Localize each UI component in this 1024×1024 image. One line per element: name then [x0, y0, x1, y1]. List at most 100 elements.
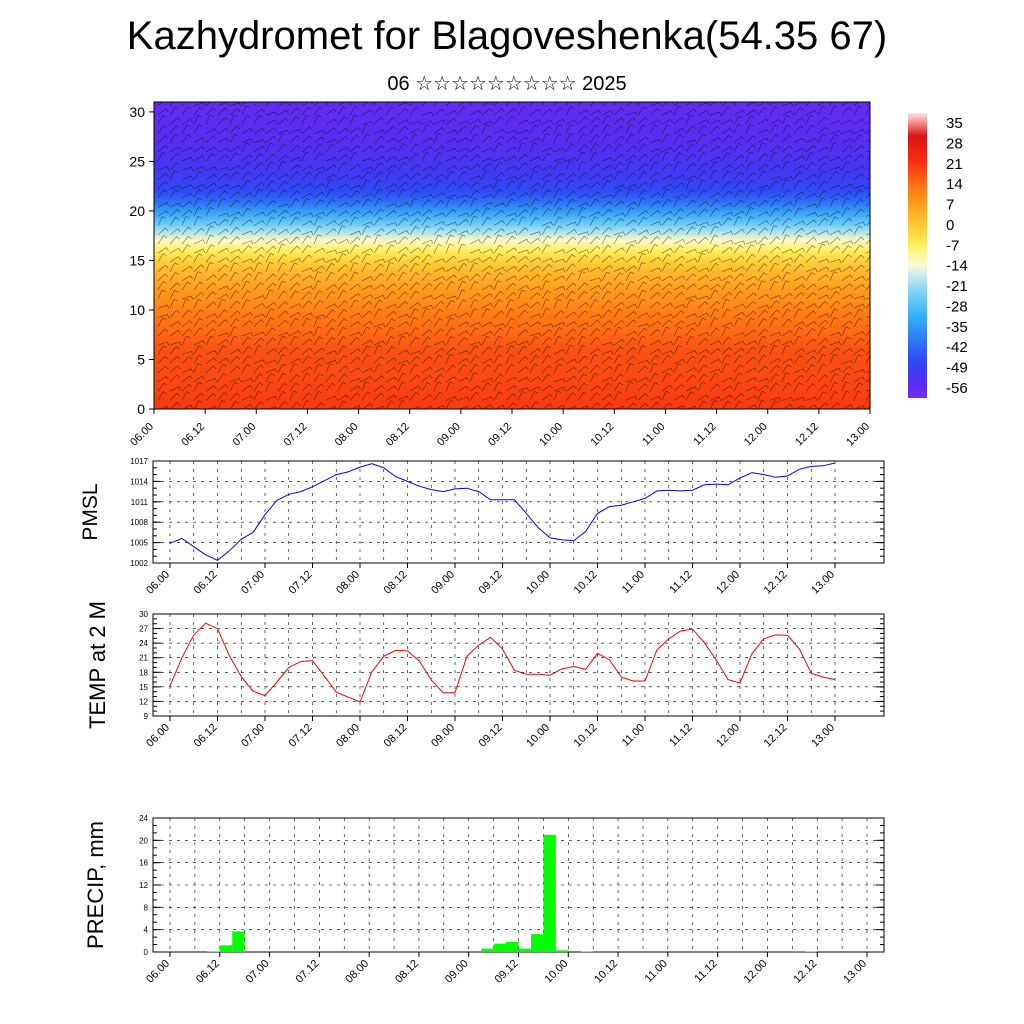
precip-x-tick-label: 07.12 [294, 958, 322, 986]
heatmap-x-tick-label: 11.00 [640, 421, 667, 448]
heatmap-x-tick-label: 06.00 [128, 421, 156, 449]
heatmap-y-tick-label: 20 [129, 203, 145, 219]
colorbar-label: -56 [946, 380, 968, 397]
temp-x-tick-label: 09.00 [429, 722, 457, 750]
temp-x-tick-label: 12.12 [762, 722, 790, 750]
pmsl-x-tick-label: 11.12 [667, 569, 694, 596]
pmsl-x-tick-label: 07.12 [287, 569, 315, 597]
pmsl-y-tick-label: 1008 [130, 518, 148, 527]
temp-x-tick-label: 09.12 [477, 722, 505, 750]
colorbar-label: 21 [946, 156, 963, 173]
temp-x-tick-label: 07.12 [287, 722, 315, 750]
precip-bar [580, 951, 594, 952]
temp-y-tick-label: 9 [144, 712, 149, 721]
pmsl-x-tick-label: 10.00 [524, 569, 552, 597]
colorbar-label: -49 [946, 360, 968, 377]
temp-y-tick-label: 15 [139, 683, 148, 692]
pmsl-y-tick-label: 1017 [130, 457, 148, 466]
heatmap-x-tick-label: 10.00 [537, 421, 565, 449]
temp-chart: 9 12 15 18 21 24 27 30 06.00 06.12 07.00 07.12 08.00… [85, 601, 885, 750]
pmsl-x-tick-label: 08.12 [382, 569, 410, 597]
heatmap-y-tick-label: 15 [129, 252, 145, 268]
heatmap-x-tick-label: 07.12 [282, 421, 310, 449]
heatmap-x-tick-label: 11.12 [691, 421, 718, 448]
colorbar-label: 28 [946, 135, 963, 152]
precip-x-tick-label: 11.00 [643, 958, 670, 985]
precip-bar [481, 948, 494, 952]
precip-y-tick-label: 16 [139, 859, 148, 868]
pmsl-x-tick-label: 10.12 [572, 569, 600, 597]
pmsl-x-tick-label: 12.12 [762, 569, 790, 597]
temp-x-tick-label: 11.12 [667, 722, 694, 749]
cross-section-heatmap: 0 5 10 15 20 25 30 06.00 06.12 07.00 07.12 08.00 08.… [128, 101, 872, 449]
temp-x-tick-label: 10.00 [524, 722, 552, 750]
heatmap-x-tick-label: 08.00 [333, 421, 361, 449]
temp-y-tick-label: 30 [139, 610, 148, 619]
pmsl-x-tick-label: 11.00 [620, 569, 647, 596]
temp-x-tick-label: 06.00 [144, 722, 172, 750]
precip-y-tick-label: 8 [144, 903, 149, 912]
precip-y-axis-label: PRECIP, mm [83, 821, 108, 949]
precip-bar [207, 951, 220, 952]
precip-bar [493, 943, 507, 952]
pmsl-x-tick-label: 09.12 [477, 569, 505, 597]
temp-x-tick-label: 10.12 [572, 722, 600, 750]
pmsl-x-tick-label: 06.12 [192, 569, 220, 597]
precip-bar [506, 941, 519, 952]
wind-barbs [157, 102, 870, 409]
heatmap-x-tick-label: 12.00 [742, 421, 770, 449]
precip-y-tick-label: 0 [144, 948, 149, 957]
temp-y-tick-label: 12 [139, 697, 148, 706]
temp-x-tick-label: 06.12 [192, 722, 220, 750]
precip-x-tick-label: 08.00 [343, 958, 371, 986]
pmsl-y-tick-label: 1002 [130, 559, 148, 568]
pmsl-x-tick-label: 08.00 [334, 569, 362, 597]
precip-bar [555, 950, 569, 952]
precip-x-tick-label: 06.00 [144, 958, 172, 986]
colorbar-label: -21 [946, 278, 968, 295]
temp-y-tick-label: 27 [139, 625, 148, 634]
temp-x-tick-label: 12.00 [714, 722, 742, 750]
pmsl-x-tick-label: 07.00 [239, 569, 267, 597]
temp-x-tick-label: 08.00 [334, 722, 362, 750]
colorbar-fill [908, 113, 927, 398]
precip-x-tick-label: 08.12 [393, 958, 421, 986]
precip-x-tick-label: 09.12 [493, 958, 521, 986]
heatmap-x-tick-label: 08.12 [384, 421, 412, 449]
precip-bar [792, 950, 805, 952]
colorbar-label: -35 [946, 319, 968, 336]
precip-x-tick-label: 07.00 [244, 958, 272, 986]
pmsl-x-tick-label: 06.00 [144, 569, 172, 597]
pmsl-y-axis-label: PMSL [79, 483, 102, 540]
heatmap-y-tick-label: 0 [137, 401, 145, 417]
temp-series-line [169, 622, 836, 703]
precip-x-tick-label: 10.12 [592, 958, 620, 986]
pmsl-series-line [169, 462, 836, 561]
heatmap-x-tick-label: 09.12 [486, 421, 514, 449]
heatmap-y-tick-label: 25 [129, 153, 145, 169]
precip-bar [530, 934, 544, 952]
precip-y-tick-label: 24 [139, 814, 148, 823]
colorbar-label: 0 [946, 217, 954, 234]
pmsl-chart: 1002 1005 1008 1011 1014 1017 06.00 06.12 07.00 0… [79, 457, 885, 597]
temp-y-tick-label: 18 [139, 668, 148, 677]
heatmap-x-tick-label: 06.12 [179, 421, 207, 449]
pmsl-y-tick-label: 1005 [130, 539, 148, 548]
precip-x-tick-label: 12.12 [791, 958, 819, 986]
heatmap-x-tick-label: 13.00 [844, 421, 872, 449]
temp-y-tick-label: 24 [139, 639, 148, 648]
heatmap-x-tick-label: 12.12 [793, 421, 821, 449]
heatmap-x-tick-label: 10.12 [588, 421, 616, 449]
colorbar-label: 7 [946, 197, 954, 214]
temp-y-tick-label: 21 [139, 654, 148, 663]
heatmap-x-tick-label: 07.00 [230, 421, 258, 449]
heatmap-field [154, 102, 870, 409]
temp-frame [152, 613, 885, 717]
colorbar-label: -42 [946, 339, 968, 356]
pmsl-x-tick-label: 12.00 [714, 569, 742, 597]
precip-y-tick-label: 4 [144, 926, 149, 935]
heatmap-y-tick-label: 5 [137, 351, 145, 367]
precip-bar [219, 945, 233, 952]
page-title: Kazhydromet for Blagoveshenka(54.35 67) [126, 14, 888, 58]
heatmap-y-tick-label: 30 [129, 104, 145, 120]
